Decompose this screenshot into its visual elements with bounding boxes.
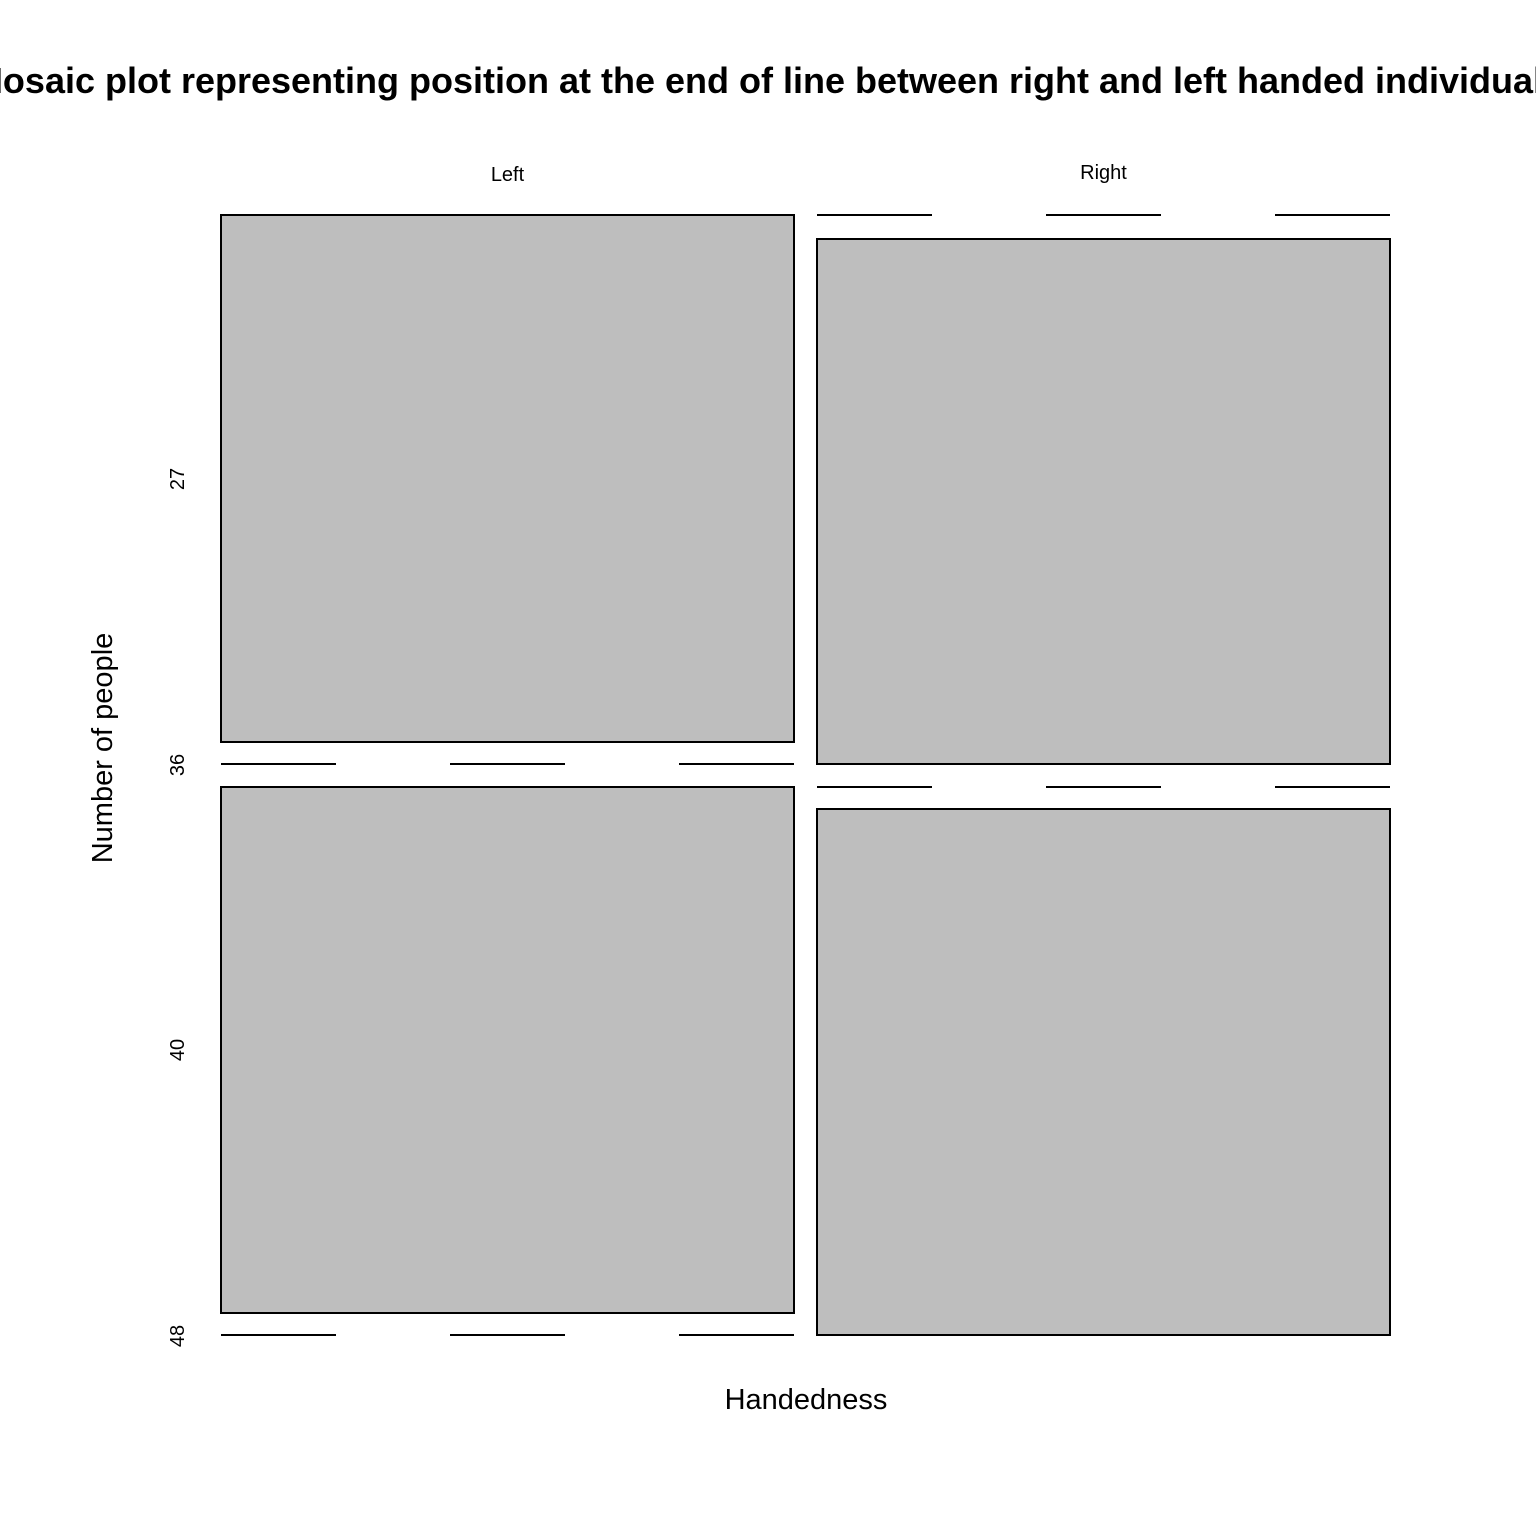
x-axis-title: Handedness: [725, 1384, 888, 1416]
mosaic-cells: [220, 214, 1391, 1336]
row-label-40: 40: [167, 1039, 189, 1061]
column-label-left: Left: [491, 164, 525, 186]
column-labels: Left Right: [491, 162, 1127, 186]
empty-cell-markers: [221, 214, 1390, 1336]
chart-title: Mosaic plot representing position at the…: [0, 60, 1536, 101]
y-axis-title: Number of people: [87, 633, 119, 864]
mosaic-cell-left-upper: [220, 214, 795, 743]
mosaic-cell-right-upper: [816, 238, 1391, 765]
mosaic-cell-right-lower: [816, 808, 1391, 1336]
row-label-48: 48: [167, 1325, 189, 1347]
mosaic-cell-left-lower: [220, 786, 795, 1314]
row-label-27: 27: [167, 468, 189, 490]
row-label-36: 36: [167, 754, 189, 776]
column-label-right: Right: [1080, 162, 1127, 184]
row-labels: 27 36 40 48: [167, 468, 189, 1347]
